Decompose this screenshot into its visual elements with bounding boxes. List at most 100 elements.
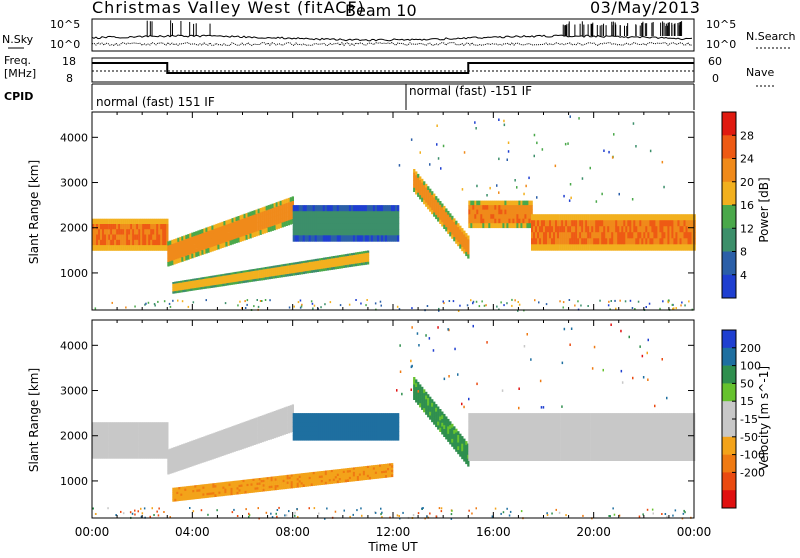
echo-cell xyxy=(361,258,363,261)
echo-cell xyxy=(268,210,270,215)
speckle xyxy=(613,133,615,136)
echo-cell xyxy=(237,282,239,284)
echo-cell xyxy=(435,196,437,200)
echo-cell xyxy=(605,232,607,238)
echo-cell xyxy=(496,223,498,228)
echo-cell xyxy=(295,217,297,223)
echo-cell xyxy=(533,421,535,429)
echo-cell xyxy=(498,413,500,421)
echo-cell xyxy=(494,201,496,206)
echo-cell xyxy=(649,232,651,238)
echo-cell xyxy=(367,260,369,263)
echo-cell xyxy=(110,245,112,251)
echo-cell xyxy=(177,238,179,243)
echo-cell xyxy=(415,171,417,175)
echo-cell xyxy=(425,184,427,188)
colorbar-swatch xyxy=(722,182,736,206)
echo-cell xyxy=(565,453,567,461)
echo-cell xyxy=(238,238,240,243)
echo-cell xyxy=(335,478,337,481)
echo-cell xyxy=(228,445,230,450)
echo-cell xyxy=(148,440,150,446)
echo-cell xyxy=(557,429,559,437)
echo-cell xyxy=(258,439,260,444)
echo-cell xyxy=(533,437,535,445)
echo-cell xyxy=(377,217,379,223)
echo-cell xyxy=(184,498,186,501)
echo-cell xyxy=(470,214,472,219)
echo-cell xyxy=(196,496,198,499)
echo-cell xyxy=(301,205,303,211)
echo-cell xyxy=(671,244,673,250)
echo-cell xyxy=(106,428,108,434)
echo-cell xyxy=(387,413,389,418)
echo-cell xyxy=(551,421,553,429)
echo-cell xyxy=(177,450,179,455)
speckle xyxy=(365,304,367,306)
echo-cell xyxy=(319,436,321,441)
echo-cell xyxy=(441,219,443,223)
echo-cell xyxy=(351,205,353,211)
echo-cell xyxy=(516,453,518,461)
echo-cell xyxy=(333,422,335,427)
echo-cell xyxy=(291,483,293,486)
echo-cell xyxy=(395,422,397,427)
echo-cell xyxy=(623,421,625,429)
echo-cell xyxy=(571,453,573,461)
echo-cell xyxy=(148,219,150,225)
echo-cell xyxy=(134,235,136,241)
echo-cell xyxy=(573,232,575,238)
echo-cell xyxy=(415,183,417,187)
echo-cell xyxy=(355,436,357,441)
echo-cell xyxy=(510,445,512,453)
echo-cell xyxy=(413,392,415,396)
echo-cell xyxy=(637,244,639,250)
echo-cell xyxy=(461,451,463,455)
echo-cell xyxy=(486,219,488,224)
echo-cell xyxy=(291,273,293,276)
speckle xyxy=(580,305,582,307)
echo-cell xyxy=(611,244,613,250)
echo-cell xyxy=(484,205,486,210)
echo-cell xyxy=(94,245,96,251)
echo-cell xyxy=(317,422,319,427)
echo-cell xyxy=(114,422,116,428)
echo-cell xyxy=(244,426,246,431)
echo-cell xyxy=(474,214,476,219)
echo-cell xyxy=(239,483,241,486)
echo-cell xyxy=(335,211,337,217)
echo-cell xyxy=(209,438,211,443)
echo-cell xyxy=(244,439,246,444)
echo-cell xyxy=(331,211,333,217)
echo-cell xyxy=(158,428,160,434)
echo-cell xyxy=(179,458,181,463)
echo-cell xyxy=(191,445,193,450)
echo-cell xyxy=(419,176,421,180)
echo-cell xyxy=(307,217,309,223)
speckle xyxy=(563,195,565,198)
echo-cell xyxy=(633,220,635,226)
echo-cell xyxy=(256,431,258,436)
echo-cell xyxy=(579,214,581,220)
echo-cell xyxy=(385,235,387,241)
echo-cell xyxy=(365,251,367,254)
echo-cell xyxy=(457,443,459,447)
echo-cell xyxy=(492,453,494,461)
date-label: 03/May/2013 xyxy=(590,0,700,17)
echo-cell xyxy=(144,235,146,241)
echo-cell xyxy=(96,422,98,428)
echo-cell xyxy=(152,219,154,225)
echo-cell xyxy=(118,446,120,452)
echo-cell xyxy=(359,211,361,217)
echo-cell xyxy=(603,226,605,232)
echo-cell xyxy=(375,211,377,217)
echo-cell xyxy=(395,217,397,223)
echo-cell xyxy=(486,210,488,215)
echo-cell xyxy=(339,217,341,223)
echo-cell xyxy=(224,489,226,492)
echo-cell xyxy=(116,440,118,446)
echo-cell xyxy=(379,217,381,223)
echo-cell xyxy=(162,240,164,246)
echo-cell xyxy=(160,219,162,225)
